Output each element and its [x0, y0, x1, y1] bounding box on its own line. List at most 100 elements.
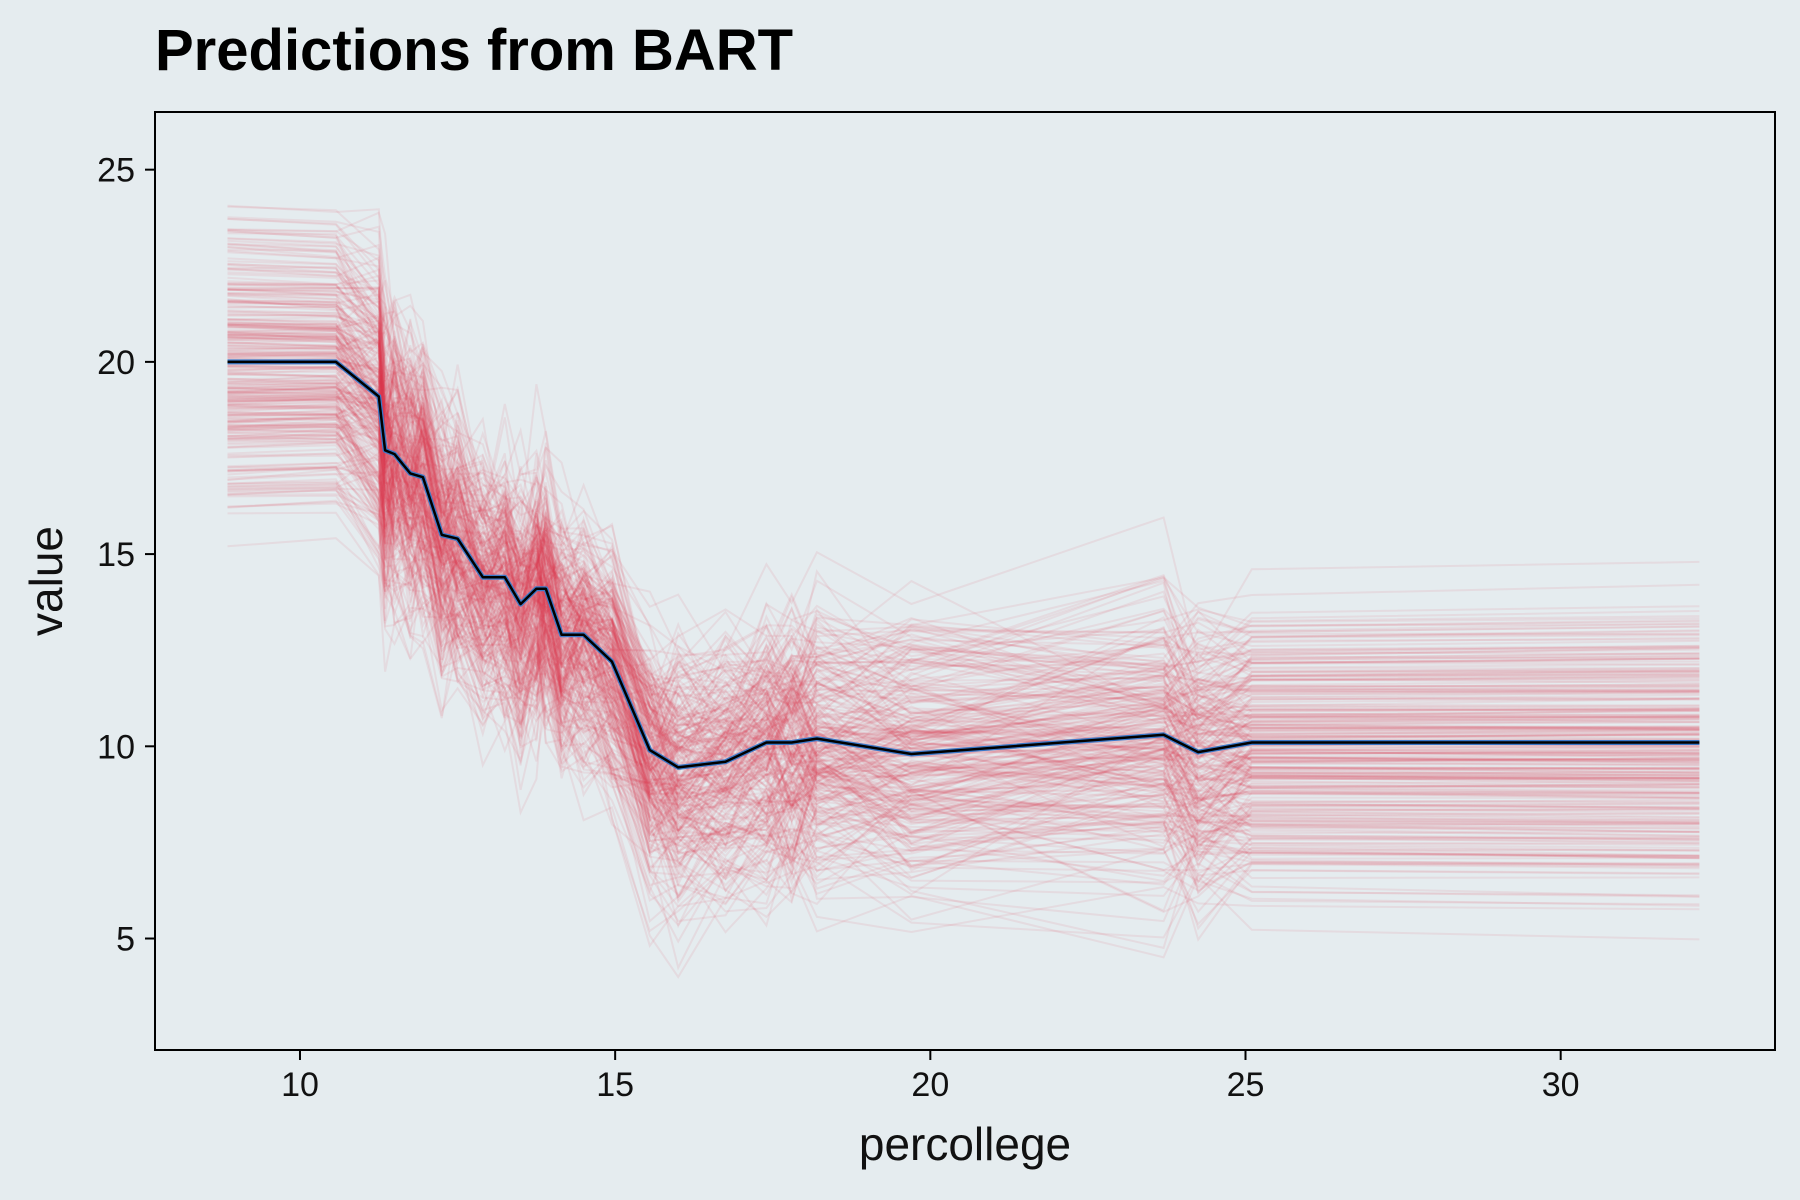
ice-curve [227, 458, 1700, 869]
ice-curve [227, 323, 1700, 803]
ice-curve [227, 256, 1700, 914]
ice-curve [227, 352, 1700, 755]
ice-curve [227, 336, 1700, 852]
ice-curve [227, 388, 1700, 810]
ice-curve [227, 411, 1700, 876]
ice-curve [227, 364, 1700, 845]
ice-curve [227, 391, 1700, 868]
ice-curve [227, 414, 1700, 821]
ice-curve [227, 323, 1700, 853]
ice-curve [227, 338, 1700, 677]
ice-curve [227, 452, 1700, 902]
ice-curve [227, 448, 1700, 798]
ice-curve [227, 470, 1700, 809]
ice-curve [227, 437, 1700, 906]
ice-curve [227, 232, 1700, 689]
ice-curve [227, 394, 1700, 803]
ice-curve [227, 385, 1700, 797]
ice-curve [227, 333, 1700, 750]
ice-curve [227, 378, 1700, 783]
ice-curve [227, 246, 1700, 820]
ice-curve [227, 430, 1700, 856]
ice-curve [227, 330, 1700, 739]
ice-curve [227, 363, 1700, 825]
ice-curve [227, 417, 1700, 832]
ice-curve [227, 289, 1700, 748]
ice-curve [227, 461, 1700, 839]
ice-curve [227, 361, 1700, 870]
ice-curve [227, 426, 1700, 887]
ice-curve [227, 237, 1700, 796]
ice-curve [227, 415, 1700, 743]
ice-curve [227, 428, 1700, 933]
ice-curve [227, 325, 1700, 853]
ice-curve [227, 403, 1700, 934]
ice-curve [227, 483, 1700, 904]
ice-curve [227, 478, 1700, 840]
ice-curve [227, 216, 1700, 758]
y-tick-label: 20 [97, 344, 135, 382]
ice-curve [227, 394, 1700, 789]
ice-curve [227, 391, 1700, 857]
ice-curve [227, 341, 1700, 838]
ice-curve [227, 366, 1700, 847]
ice-curve [227, 411, 1700, 769]
y-tick-label: 10 [97, 728, 135, 766]
ice-curve [227, 355, 1700, 887]
ice-curve [227, 379, 1700, 931]
ice-curve [227, 368, 1700, 731]
ice-curve [227, 332, 1700, 767]
ice-curve [227, 412, 1700, 796]
ice-curve [227, 442, 1700, 888]
ice-curve [227, 361, 1700, 732]
x-tick-label: 25 [1227, 1066, 1265, 1104]
ice-curve [227, 312, 1700, 798]
ice-curve [227, 218, 1700, 768]
x-tick-label: 30 [1542, 1066, 1580, 1104]
ice-curve [227, 311, 1700, 761]
ice-curve [227, 423, 1700, 817]
ice-curve [227, 382, 1700, 758]
ice-curve [227, 470, 1700, 927]
ice-curve [227, 316, 1700, 746]
ice-curve [227, 204, 1700, 783]
ice-curve [227, 433, 1700, 822]
ice-curve [227, 257, 1700, 812]
ice-curve [227, 286, 1700, 717]
ice-curve [227, 333, 1700, 809]
ice-curve [227, 412, 1700, 807]
ice-curve [227, 367, 1700, 782]
ice-curve [227, 386, 1700, 880]
ice-curve [227, 377, 1700, 913]
ice-curve [227, 405, 1700, 761]
ice-curve [227, 378, 1700, 840]
ice-curve [227, 288, 1700, 885]
y-axis: 5 10 15 20 25 [97, 152, 155, 959]
ice-curve [227, 356, 1700, 716]
ice-curve [227, 487, 1700, 878]
ice-curve [227, 366, 1700, 780]
ice-curve [227, 362, 1700, 782]
ice-curve [227, 399, 1700, 854]
ice-curve [227, 287, 1700, 739]
ice-curve [227, 267, 1700, 805]
x-tick-label: 20 [911, 1066, 949, 1104]
ice-curve [227, 456, 1700, 855]
ice-curve [227, 357, 1700, 832]
average-curve [227, 359, 1700, 770]
ice-curve [227, 330, 1700, 789]
ice-curve [227, 271, 1700, 793]
ice-curve [227, 441, 1700, 874]
ice-curve [227, 351, 1700, 770]
ice-curve [227, 413, 1700, 739]
x-tick-label: 15 [596, 1066, 634, 1104]
ice-curve [227, 298, 1700, 959]
ice-curves [227, 204, 1700, 979]
ice-curve [227, 357, 1700, 799]
ice-curve [227, 337, 1700, 750]
ice-curve [227, 431, 1700, 801]
ice-curve [227, 211, 1700, 708]
ice-curve [227, 486, 1700, 905]
ice-curve [227, 387, 1700, 899]
